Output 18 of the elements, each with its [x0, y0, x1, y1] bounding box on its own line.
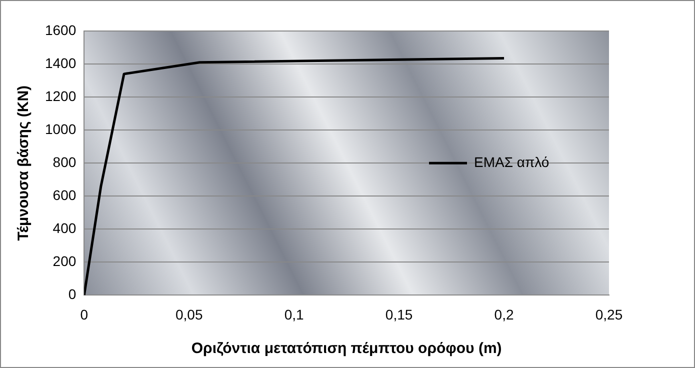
x-tick-label: 0,1: [284, 306, 304, 322]
y-tick-label: 0: [68, 286, 76, 302]
y-tick-label: 800: [52, 154, 76, 170]
x-tick-label: 0,05: [175, 306, 203, 322]
y-tick-label: 1000: [44, 120, 76, 137]
x-tick-label: 0,15: [385, 306, 413, 322]
y-axis-title: Τέμνουσα βάσης (KN): [15, 85, 32, 241]
legend-label: ΕΜΑΣ απλό: [474, 154, 550, 170]
x-tick-label: 0,25: [595, 306, 623, 322]
x-tick-label: 0: [80, 306, 88, 322]
x-tick-label: 0,2: [494, 306, 514, 322]
y-tick-label: 1200: [44, 88, 76, 104]
y-tick-label: 200: [52, 253, 76, 270]
y-tick-label: 400: [52, 220, 76, 236]
x-axis-title: Οριζόντια μετατόπιση πέμπτου ορόφου (m): [191, 340, 502, 358]
y-tick-label: 1600: [44, 22, 76, 38]
y-tick-label: 600: [52, 186, 76, 203]
y-tick-label: 1400: [44, 54, 76, 71]
